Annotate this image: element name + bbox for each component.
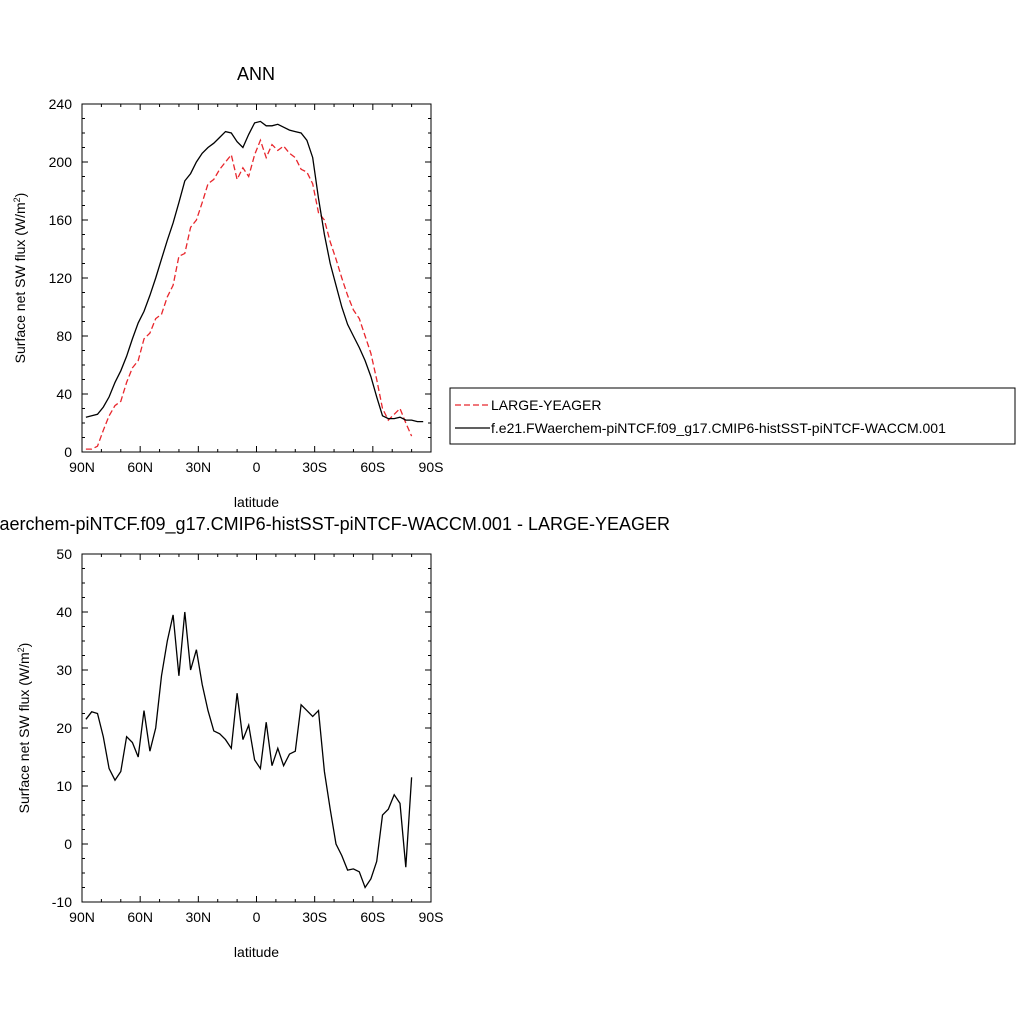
- legend-label-waccm-run: f.e21.FWaerchem-piNTCF.f09_g17.CMIP6-his…: [491, 420, 946, 436]
- legend-box: [449, 387, 1016, 445]
- y-tick-label: 20: [56, 720, 72, 736]
- series-line-1-0: [85, 611, 413, 889]
- top-chart-title: ANN: [237, 64, 275, 84]
- x-tick-label: 0: [253, 459, 261, 475]
- x-tick-label: 30N: [185, 909, 211, 925]
- y-axis-label-text: Surface net SW flux (W/m: [16, 652, 32, 813]
- y-tick-label: 30: [56, 662, 72, 678]
- x-tick-label: 30N: [185, 459, 211, 475]
- x-tick-label: 60N: [127, 459, 153, 475]
- x-tick-label: 90N: [69, 459, 95, 475]
- x-tick-label: 60S: [360, 459, 385, 475]
- y-tick-label: -10: [52, 894, 72, 910]
- series-line-0-0: [85, 138, 413, 450]
- y-tick-label: 80: [56, 328, 72, 344]
- y-tick-label: 50: [56, 546, 72, 562]
- y-tick-label: 40: [56, 604, 72, 620]
- x-tick-label: 0: [253, 909, 261, 925]
- y-tick-label: 120: [49, 270, 73, 286]
- x-tick-label: 90S: [419, 909, 444, 925]
- x-tick-label: 90S: [419, 459, 444, 475]
- x-tick-label: 30S: [302, 909, 327, 925]
- bottom-chart-panel: f.e21.FWaerchem-piNTCF.f09_g17.CMIP6-his…: [0, 514, 670, 960]
- y-axis-label-close: ): [16, 643, 32, 648]
- x-tick-label: 60N: [127, 909, 153, 925]
- y-tick-label: 0: [64, 836, 72, 852]
- x-tick-label: 30S: [302, 459, 327, 475]
- legend-label-large-yeager: LARGE-YEAGER: [491, 397, 601, 413]
- y-axis-label-text: Surface net SW flux (W/m: [12, 202, 28, 363]
- y-tick-label: 10: [56, 778, 72, 794]
- y-tick-label: 160: [49, 212, 73, 228]
- top-chart-y-axis-label: Surface net SW flux (W/m2): [12, 193, 28, 364]
- x-tick-label: 90N: [69, 909, 95, 925]
- top-chart-x-axis-label: latitude: [234, 494, 279, 510]
- bottom-chart-x-axis-label: latitude: [234, 944, 279, 960]
- y-axis-label-superscript: 2: [12, 197, 22, 202]
- y-tick-label: 240: [49, 96, 73, 112]
- legend: LARGE-YEAGER f.e21.FWaerchem-piNTCF.f09_…: [449, 387, 1016, 445]
- bottom-chart-y-axis-label: Surface net SW flux (W/m2): [16, 643, 32, 814]
- y-axis-label-close: ): [12, 193, 28, 198]
- bottom-chart-title: f.e21.FWaerchem-piNTCF.f09_g17.CMIP6-his…: [0, 514, 670, 535]
- y-axis-label-superscript: 2: [16, 647, 26, 652]
- plot-frame: [81, 103, 432, 453]
- y-tick-label: 40: [56, 386, 72, 402]
- top-chart-panel: ANN latitude Surface net SW flux (W/m2) …: [12, 64, 443, 510]
- y-tick-label: 200: [49, 154, 73, 170]
- series-line-0-1: [85, 120, 424, 423]
- x-tick-label: 60S: [360, 909, 385, 925]
- y-tick-label: 0: [64, 444, 72, 460]
